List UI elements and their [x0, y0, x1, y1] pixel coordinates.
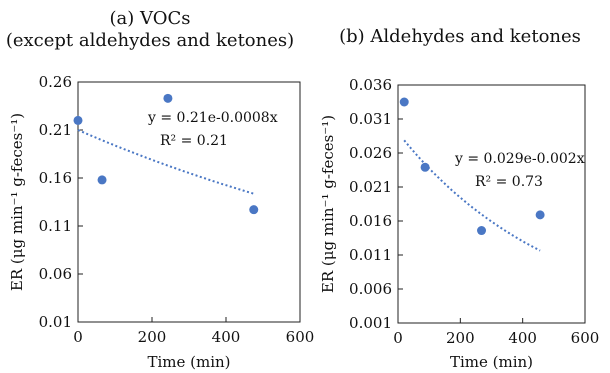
chart-a-equation: y = 0.21e-0.0008x: [147, 110, 278, 126]
chart-b-xlabel: Time (min): [450, 353, 533, 371]
chart-b-title: (b) Aldehydes and ketones: [339, 26, 581, 47]
chart-a-xtick-label: 0: [73, 328, 83, 346]
chart-b-ytick-label: 0.036: [349, 76, 392, 94]
chart-a-ytick-label: 0.06: [39, 265, 72, 283]
chart-b-ylabel: ER (μg min⁻¹ g-feces⁻¹): [319, 115, 337, 293]
chart-a-ytick-label: 0.21: [39, 121, 72, 139]
chart-a-ytick-label: 0.01: [39, 313, 72, 331]
chart-b-xtick-label: 600: [571, 329, 600, 347]
chart-a-trendline: [77, 129, 255, 195]
chart-b-ytick-label: 0.001: [349, 314, 392, 332]
chart-a-title-block: (a) VOCs (except aldehydes and ketones): [0, 8, 300, 52]
chart-a-r-squared: R² = 0.21: [160, 133, 228, 149]
chart-b-data-point: [420, 162, 430, 172]
chart-b-ytick-label: 0.021: [349, 178, 392, 196]
chart-b: 0 200 400 600 0.001 0.006 0.011 0.016 0.021 0.026…: [319, 76, 599, 371]
chart-a-data-point: [97, 175, 107, 185]
chart-a-xlabel: Time (min): [147, 353, 230, 371]
chart-b-xtick-label: 400: [508, 329, 537, 347]
chart-b-data-point: [399, 97, 409, 107]
chart-a-data-point: [73, 115, 83, 125]
chart-a-ytick-label: 0.26: [39, 73, 72, 91]
chart-a-xtick-label: 200: [138, 328, 167, 346]
chart-b-r-squared: R² = 0.73: [475, 174, 543, 190]
chart-b-trendline: [403, 139, 541, 252]
chart-a-ytick-label: 0.16: [39, 169, 72, 187]
chart-b-equation: y = 0.029e-0.002x: [454, 151, 585, 167]
chart-a-data-point: [163, 93, 173, 103]
chart-a-data-point: [249, 205, 259, 215]
chart-b-ytick-label: 0.026: [349, 144, 392, 162]
chart-b-data-point: [477, 226, 487, 236]
chart-a-title: (a) VOCs: [109, 8, 191, 29]
chart-a-subtitle: (except aldehydes and ketones): [5, 30, 295, 51]
chart-a: 0 200 400 600 0.01 0.06 0.11 0.16 0.21 0.26 Time (…: [8, 73, 314, 371]
chart-b-ytick-label: 0.031: [349, 110, 392, 128]
chart-b-xtick-label: 0: [393, 329, 403, 347]
chart-a-ylabel: ER (μg min⁻¹ g-feces⁻¹): [8, 113, 26, 291]
chart-a-xtick-label: 400: [212, 328, 241, 346]
chart-a-ytick-label: 0.11: [39, 217, 72, 235]
chart-b-xtick-label: 200: [446, 329, 475, 347]
chart-a-xtick-label: 600: [286, 328, 315, 346]
chart-b-ytick-label: 0.011: [349, 246, 392, 264]
chart-b-frame: [397, 84, 586, 324]
chart-b-data-point: [535, 210, 545, 220]
chart-a-frame: [77, 81, 301, 323]
chart-b-ytick-label: 0.016: [349, 212, 392, 230]
chart-b-ytick-label: 0.006: [349, 280, 392, 298]
